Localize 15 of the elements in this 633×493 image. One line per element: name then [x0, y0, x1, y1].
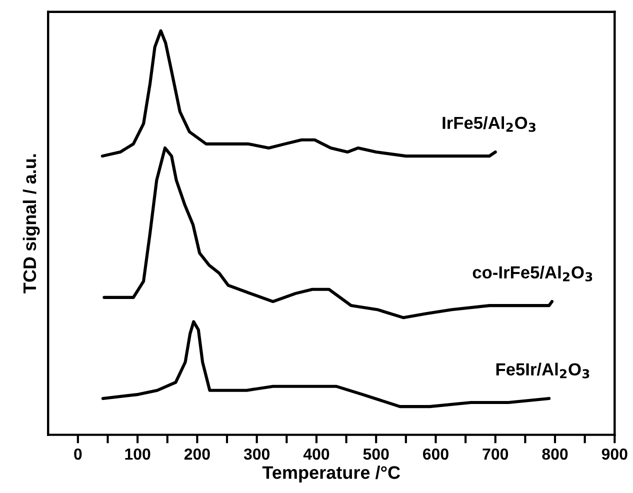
x-tick-label: 600: [423, 448, 448, 460]
series-label: co-IrFe5/Al$_{2}$O$_{3}$: [472, 266, 592, 282]
x-tick-label: 300: [244, 448, 270, 460]
x-axis-title: Temperature /°C: [262, 466, 400, 483]
x-tick-label: 700: [482, 448, 508, 460]
series-label: IrFe5/Al$_{2}$O$_{3}$: [442, 116, 536, 132]
x-tick-label: 800: [542, 448, 568, 460]
x-tick-label: 200: [184, 448, 210, 460]
x-tick-label: 500: [363, 448, 389, 460]
x-tick-label: 900: [602, 448, 628, 460]
y-axis-title: TCD signal / a.u.: [22, 154, 40, 294]
x-tick-label: 0: [74, 448, 82, 460]
series-label: Fe5Ir/Al$_{2}$O$_{3}$: [496, 362, 590, 378]
x-tick-label: 400: [303, 448, 330, 460]
x-tick-label: 100: [125, 448, 150, 460]
